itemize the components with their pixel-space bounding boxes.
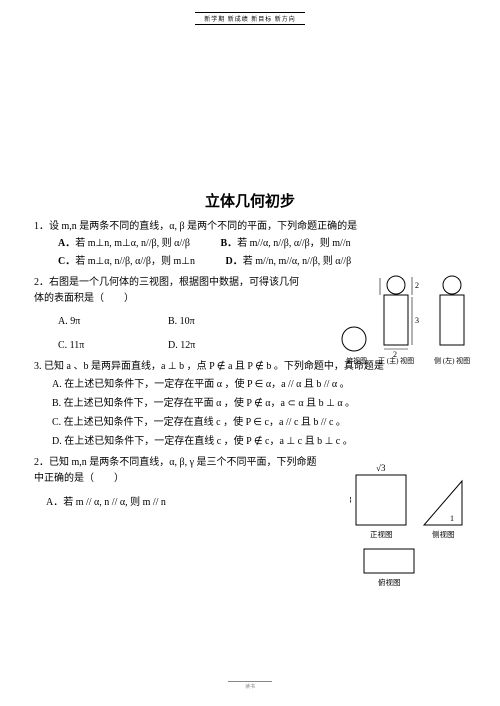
q2-opt-a: A. 9π	[58, 313, 168, 331]
dim-3: 3	[415, 316, 419, 325]
question-1: 1．设 m,n 是两条不同的直线，α, β 是两个不同的平面，下列命题正确的是 …	[34, 219, 466, 271]
q1-stem: 1．设 m,n 是两条不同的直线，α, β 是两个不同的平面，下列命题正确的是	[34, 219, 466, 235]
question-4: 2．已知 m,n 是两条不同直线，α, β, γ 是三个不同平面，下列命题中正确…	[34, 455, 466, 512]
question-3: 3. 已知 a 、b 是两异面直线，a ⊥ b ，点 P ∉ a 且 P ∉ b…	[34, 359, 466, 451]
q3-opt-c: C. 在上述已知条件下，一定存在直线 c ，使 P ∈ c，a // c 且 b…	[52, 413, 466, 432]
q4-figure: √3 √3 正视图 1 侧视图 俯视图	[350, 451, 470, 591]
cap-top-view: 俯视图	[346, 356, 367, 365]
q2-opt-b: B. 10π	[168, 313, 278, 331]
q1-opt-c: C．若 m⊥α, n//β, α//β，则 m⊥n	[58, 256, 209, 267]
q2-figure: 2 3 2 俯视图 正 (主) 视图 侧 (左) 视图	[336, 273, 476, 365]
q2-opt-d: D. 12π	[168, 337, 278, 355]
q1-opt-d: D．若 m//n, m//α, n//β, 则 α//β	[225, 256, 365, 267]
sqrt3-left: √3	[350, 495, 352, 505]
q2-opt-c: C. 11π	[58, 337, 168, 355]
cap-side-view: 侧 (左) 视图	[434, 356, 470, 365]
cap-top: 俯视图	[378, 577, 401, 587]
dim-1: 1	[450, 514, 454, 523]
page-header: 新学期 新成绩 新目标 新方向	[195, 12, 305, 25]
q3-opt-d: D. 在上述已知条件下，一定存在直线 c ，使 P ∉ c，a ⊥ c 且 b …	[52, 432, 466, 451]
page-footer: 读书	[228, 681, 272, 690]
q1-opt-b: B．若 m//α, n//β, α//β，则 m//n	[220, 238, 364, 249]
cap-front-view: 正 (主) 视图	[378, 356, 414, 365]
q3-opt-a: A. 在上述已知条件下，一定存在平面 α ，使 P ∈ α，a // α 且 b…	[52, 375, 466, 394]
q1-opt-a: A．若 m⊥n, m⊥α, n//β, 则 α//β	[58, 238, 204, 249]
cap-side: 侧视图	[432, 529, 455, 539]
dim-2a: 2	[415, 281, 419, 290]
q4-stem: 2．已知 m,n 是两条不同直线，α, β, γ 是三个不同平面，下列命题中正确…	[34, 455, 324, 487]
page-title: 立体几何初步	[34, 190, 466, 211]
q2-stem: 2．右图是一个几何体的三视图，根据图中数据，可得该几何体的表面积是（ ）	[34, 275, 304, 307]
q3-opt-b: B. 在上述已知条件下，一定存在平面 α ，使 P ∉ α，a ⊂ α 且 b …	[52, 394, 466, 413]
question-2: 2．右图是一个几何体的三视图，根据图中数据，可得该几何体的表面积是（ ） A. …	[34, 275, 466, 355]
sqrt3-top: √3	[376, 463, 386, 473]
cap-front: 正视图	[370, 529, 393, 539]
